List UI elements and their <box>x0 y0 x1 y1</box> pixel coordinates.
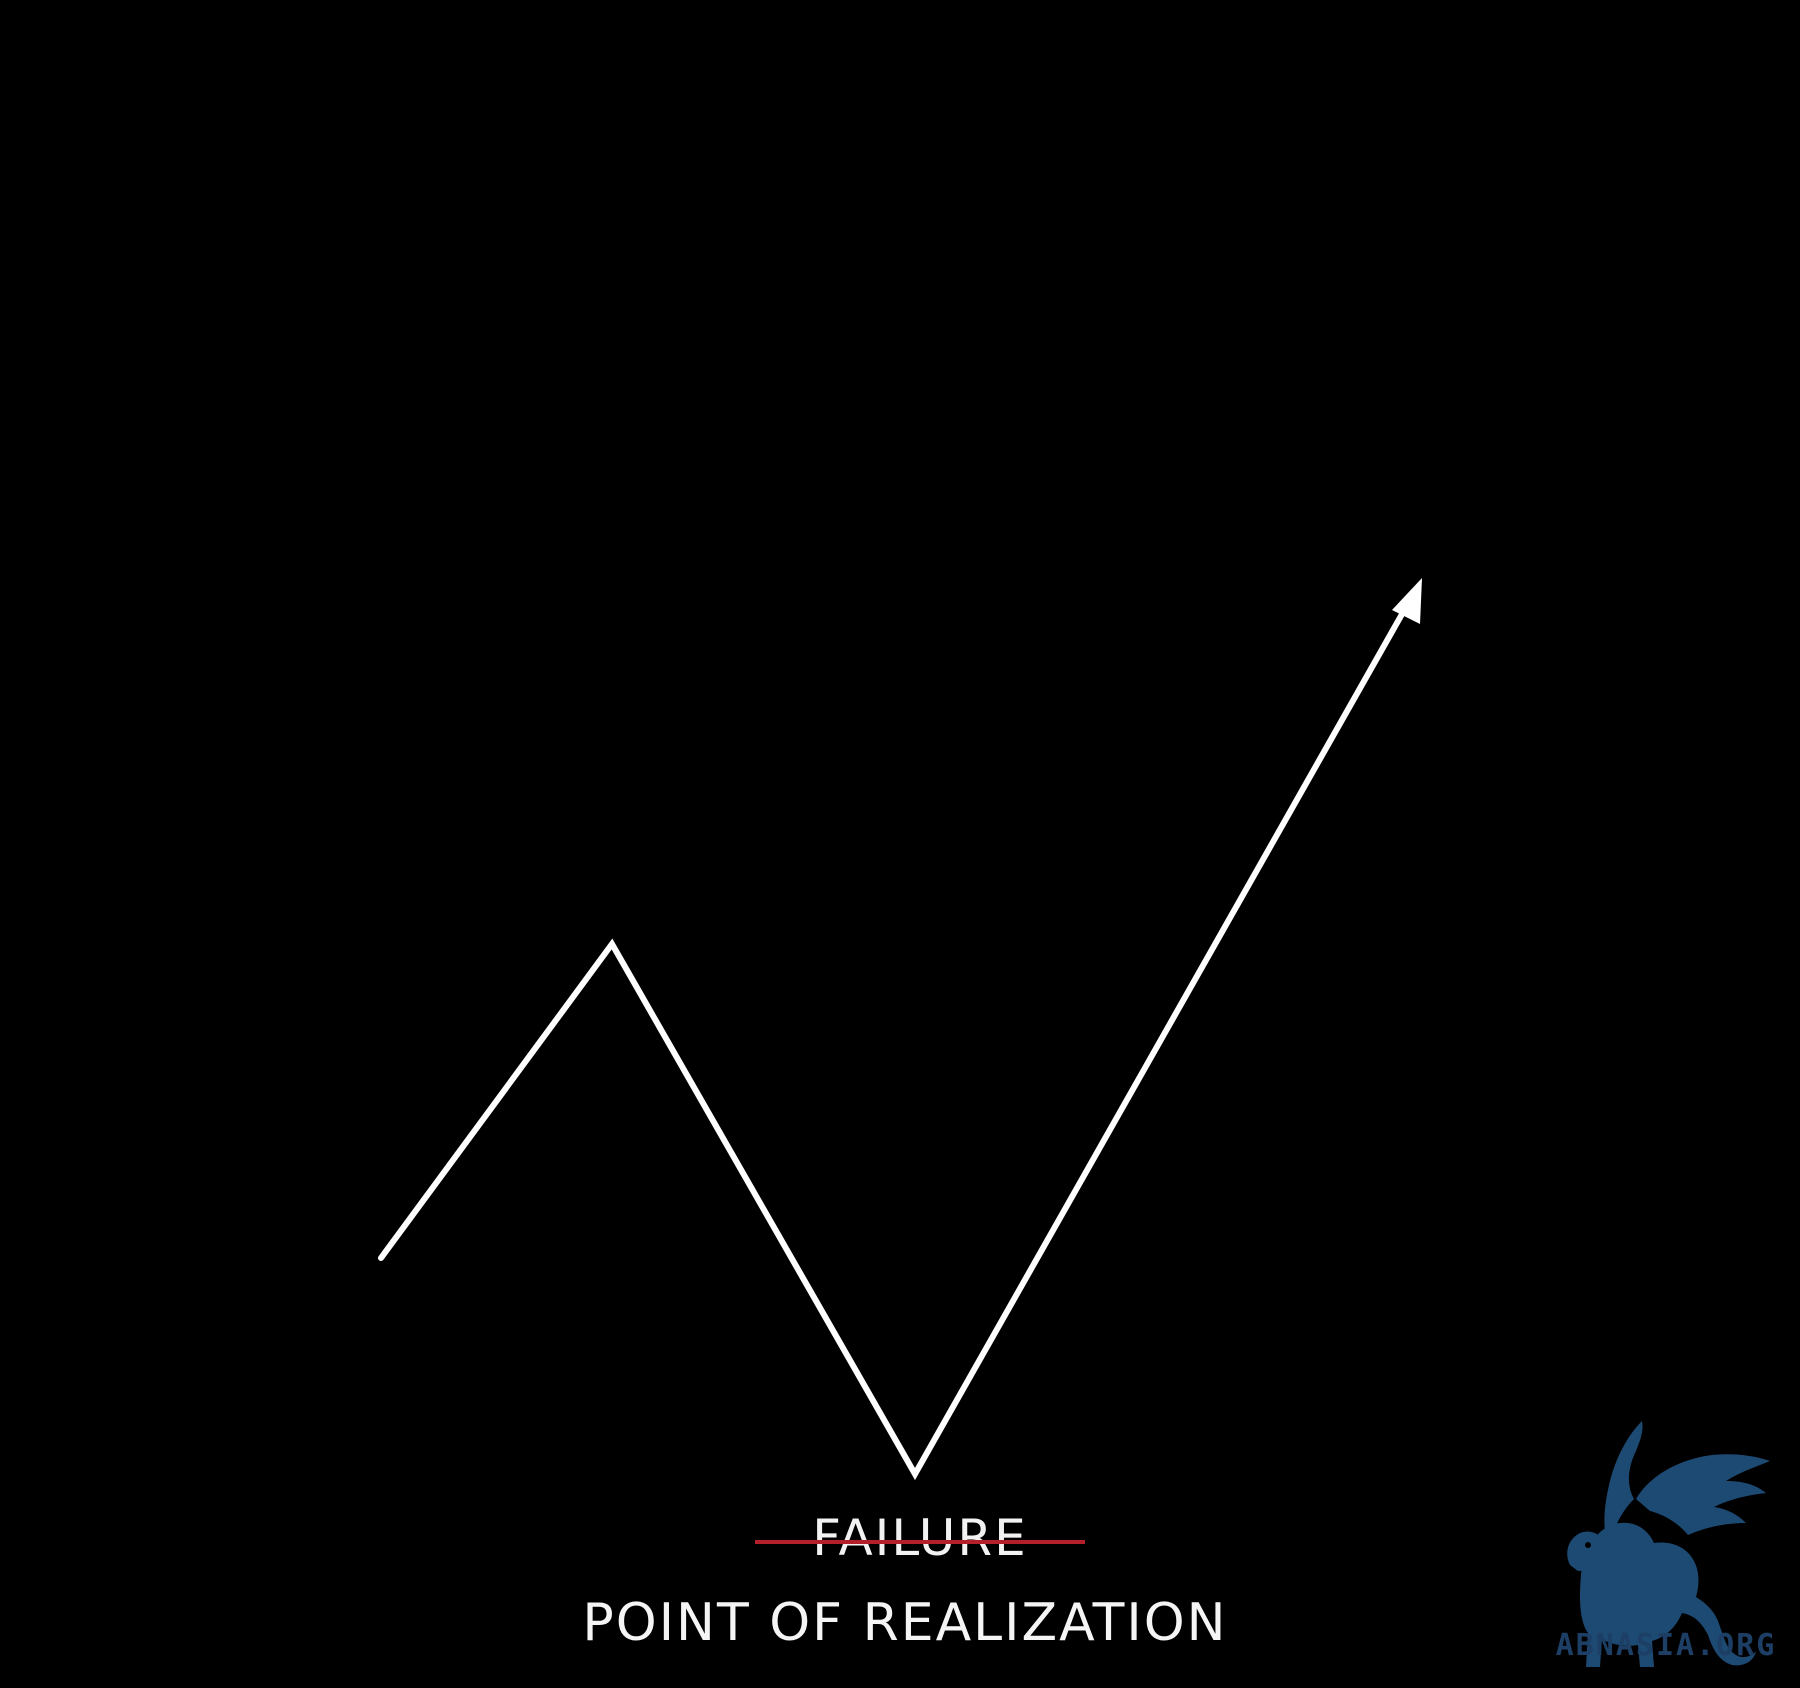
strikethrough-line <box>755 1540 1085 1544</box>
watermark-text: ABNASIA.ORG <box>1555 1628 1777 1663</box>
point-of-realization-label: POINT OF REALIZATION <box>582 1593 1228 1653</box>
arrowhead-icon <box>1392 578 1422 624</box>
struck-out-label: FAILURE <box>812 1509 1028 1567</box>
zigzag-progress-line <box>378 597 1413 1481</box>
griffin-logo-icon <box>1567 1421 1770 1667</box>
